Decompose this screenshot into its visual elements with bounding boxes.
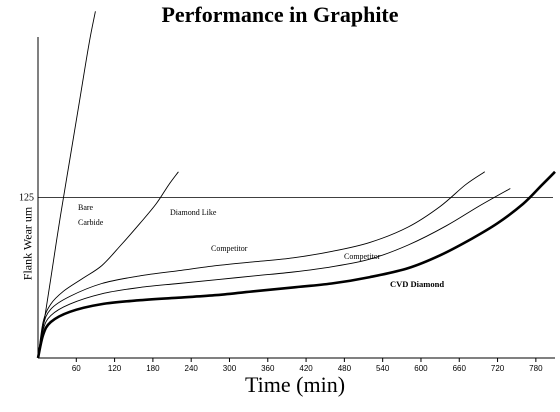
- x-tick-label: 540: [376, 364, 390, 373]
- x-tick-label: 240: [185, 364, 199, 373]
- series-label-competitor-lower: Competitor: [344, 252, 381, 261]
- x-tick-label: 600: [414, 364, 428, 373]
- x-tick-label: 120: [108, 364, 122, 373]
- series-line-diamond-like: [37, 171, 179, 359]
- series-line-competitor-upper: [37, 171, 486, 359]
- x-tick-label: 480: [338, 364, 352, 373]
- series-label-cvd-diamond: CVD Diamond: [390, 279, 444, 289]
- x-axis-label: Time (min): [244, 372, 346, 397]
- x-tick-label: 180: [146, 364, 160, 373]
- series-line-cvd-diamond: [36, 170, 556, 359]
- series-line-competitor-lower: [37, 188, 511, 359]
- series-label-competitor-upper: Competitor: [211, 244, 248, 253]
- x-tick-label: 780: [529, 364, 543, 373]
- x-tick-label: 60: [72, 364, 81, 373]
- x-tick-label: 300: [223, 364, 237, 373]
- x-tick-label: 360: [261, 364, 275, 373]
- series-label-bare-carbide: Bare: [78, 203, 94, 212]
- x-tick-label: 720: [491, 364, 505, 373]
- series-label-bare-carbide: Carbide: [78, 218, 104, 227]
- x-tick-label: 420: [299, 364, 313, 373]
- series-label-diamond-like: Diamond Like: [170, 208, 217, 217]
- x-tick-label: 660: [453, 364, 467, 373]
- reference-line-label: 125: [19, 193, 34, 204]
- chart-title: Performance in Graphite: [161, 2, 399, 27]
